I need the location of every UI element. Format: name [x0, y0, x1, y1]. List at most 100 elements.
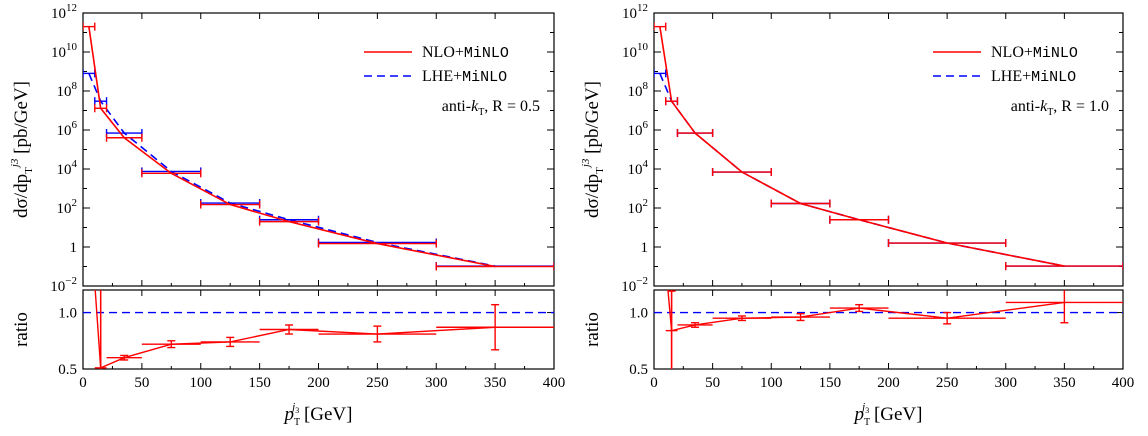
- y-tick-base: 10: [622, 6, 637, 22]
- x-tick-label: 100: [190, 375, 213, 391]
- x-tick-label: 100: [760, 375, 783, 391]
- y-tick-base: 10: [628, 201, 643, 217]
- y-tick-label: 10−2: [621, 275, 648, 295]
- y-axis-label-unit: [pb/GeV]: [11, 81, 32, 159]
- legend-label-a: LHE+: [422, 68, 462, 85]
- x-tick-label: 250: [366, 375, 389, 391]
- y-tick-base: 10: [622, 45, 637, 61]
- x-axis-label-sup2: 3: [295, 406, 299, 415]
- x-axis-label-sup2: 3: [865, 406, 869, 415]
- x-tick-label: 300: [425, 375, 448, 391]
- y-axis-label-sup: j3: [9, 158, 21, 169]
- legend-label: LHE+MiNLO: [991, 68, 1076, 86]
- chart-panel-right: 0 50 100 150 200 250 300 350 4001012101010810610…: [580, 2, 1134, 428]
- y-tick-base: 10: [628, 84, 643, 100]
- y-tick-label: 1012: [51, 2, 77, 22]
- x-tick-label: 200: [307, 375, 330, 391]
- y-axis-label: dσ/dpTj3 [pb/GeV]: [9, 81, 35, 218]
- x-axis-label-unit: [GeV]: [299, 404, 352, 425]
- y-tick-exponent: 12: [637, 2, 648, 14]
- y-tick-label: 1: [70, 240, 78, 256]
- y-axis-label-main: dσ/dp: [11, 174, 32, 218]
- y-tick-label: 108: [57, 80, 78, 100]
- y-tick-base: 10: [621, 279, 636, 295]
- y-tick-exponent: 8: [72, 80, 78, 92]
- y-axis-label-main: dσ/dp: [582, 174, 603, 218]
- x-axis-label-p: p: [853, 404, 865, 425]
- annotation-k-sub: T: [478, 107, 484, 118]
- annotation-k-sub: T: [1047, 107, 1053, 118]
- y-tick-base: 1: [70, 240, 78, 256]
- ratio-tick-label: 1.0: [58, 306, 77, 322]
- y-axis-label-unit: [pb/GeV]: [582, 81, 603, 159]
- x-tick-label: 200: [877, 375, 900, 391]
- legend-label: LHE+MiNLO: [422, 68, 507, 86]
- x-tick-label: 0: [650, 375, 658, 391]
- y-axis-label: dσ/dpTj3 [pb/GeV]: [580, 81, 606, 218]
- series-line: [88, 73, 496, 267]
- y-tick-label: 108: [628, 80, 649, 100]
- ratio-axis-label: ratio: [582, 312, 603, 347]
- legend-label-a: LHE+: [991, 68, 1031, 85]
- ratio-series-group: [654, 290, 1123, 369]
- y-tick-exponent: 2: [72, 197, 78, 209]
- x-axis-label-sup: j: [290, 401, 295, 413]
- y-tick-label: 104: [628, 158, 649, 178]
- x-tick-label: 250: [936, 375, 959, 391]
- jet-algorithm-annotation: anti-kT, R = 0.5: [442, 98, 540, 118]
- y-tick-base: 10: [628, 123, 643, 139]
- legend-label-b: MiNLO: [462, 69, 507, 86]
- y-tick-label: 1: [641, 240, 649, 256]
- y-tick-label: 1010: [622, 41, 649, 61]
- annotation-prefix: anti-: [1011, 98, 1040, 115]
- x-tick-label: 150: [819, 375, 842, 391]
- y-axis-label-sub: T: [594, 167, 606, 174]
- ratio-tick-label: 0.5: [58, 362, 77, 378]
- legend-label: NLO+MiNLO: [991, 44, 1078, 62]
- y-tick-exponent: 10: [66, 41, 78, 53]
- y-tick-label: 10−2: [50, 275, 77, 295]
- x-tick-label: 350: [1053, 375, 1076, 391]
- x-axis-label: pTj3 [GeV]: [283, 401, 353, 428]
- y-tick-label: 106: [57, 119, 78, 139]
- y-tick-base: 10: [628, 162, 643, 178]
- y-axis-label-sub: T: [23, 167, 35, 174]
- y-tick-base: 1: [641, 240, 649, 256]
- legend-label-b: MiNLO: [1031, 69, 1076, 86]
- y-tick-exponent: −2: [65, 275, 77, 287]
- legend-label-b: MiNLO: [464, 45, 509, 62]
- annotation-radius: , R = 1.0: [1053, 98, 1109, 115]
- y-tick-base: 10: [57, 162, 72, 178]
- y-tick-exponent: 2: [643, 197, 649, 209]
- y-tick-base: 10: [51, 6, 66, 22]
- y-tick-exponent: −2: [636, 275, 648, 287]
- y-tick-base: 10: [51, 45, 66, 61]
- y-tick-exponent: 6: [643, 119, 649, 131]
- legend-label: NLO+MiNLO: [422, 44, 509, 62]
- jet-algorithm-annotation: anti-kT, R = 1.0: [1011, 98, 1109, 118]
- main-series-group: [654, 22, 1123, 271]
- x-tick-label: 400: [543, 375, 566, 391]
- x-axis-label-sub: T: [294, 417, 300, 428]
- chart-panel-left: 0 50 100 150 200 250 300 350 4001012101010810610…: [9, 2, 566, 428]
- series-line: [659, 26, 1065, 267]
- x-axis-label-p: p: [283, 404, 295, 425]
- y-tick-base: 10: [50, 279, 65, 295]
- y-tick-label: 1010: [51, 41, 78, 61]
- x-tick-label: 0: [79, 375, 87, 391]
- y-tick-base: 10: [57, 201, 72, 217]
- x-axis-label-sub: T: [864, 417, 870, 428]
- legend-label-a: NLO+: [991, 44, 1033, 61]
- y-axis-label-sup: j3: [580, 158, 592, 169]
- ratio-tick-label: 1.0: [629, 306, 648, 322]
- x-tick-label: 50: [134, 375, 149, 391]
- annotation-k: k: [1040, 98, 1048, 115]
- y-tick-exponent: 10: [637, 41, 649, 53]
- y-tick-exponent: 8: [643, 80, 649, 92]
- y-tick-label: 102: [628, 197, 649, 217]
- x-tick-label: 400: [1112, 375, 1135, 391]
- x-tick-label: 50: [705, 375, 720, 391]
- y-tick-exponent: 6: [72, 119, 78, 131]
- y-tick-base: 10: [57, 84, 72, 100]
- ratio-tick-label: 0.5: [629, 362, 648, 378]
